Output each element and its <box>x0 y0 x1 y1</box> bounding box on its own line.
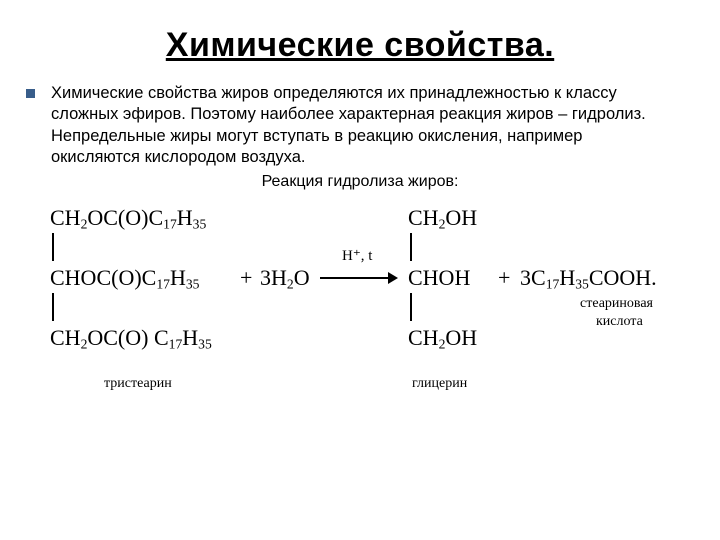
reaction-conditions: H⁺, t <box>342 249 372 264</box>
bullet-text: Химические свойства жиров определяются и… <box>51 83 670 169</box>
bullet-square-icon <box>26 89 35 98</box>
glycerin-line2: CHOH <box>408 267 470 289</box>
plus-sign: + <box>240 267 252 289</box>
plus-sign: + <box>498 267 510 289</box>
tristearin-line1: CH2OC(O)C17H35 <box>50 207 206 229</box>
stearic-acid-label-1: стеариновая <box>580 297 653 311</box>
tristearin-line2: CHOC(O)C17H35 <box>50 267 199 289</box>
bond-vertical <box>410 233 412 261</box>
bond-vertical <box>52 293 54 321</box>
stearic-acid-label-2: кислота <box>596 315 643 329</box>
chemical-equation: CH2OC(O)C17H35 CHOC(O)C17H35 CH2OC(O) C1… <box>50 201 690 461</box>
glycerin-line3: CH2OH <box>408 327 477 349</box>
slide-title: Химические свойства. <box>50 26 670 65</box>
glycerin-line1: CH2OH <box>408 207 477 229</box>
tristearin-label: тристеарин <box>104 377 172 391</box>
glycerin-label: глицерин <box>412 377 467 391</box>
bond-vertical <box>410 293 412 321</box>
bullet-item: Химические свойства жиров определяются и… <box>50 83 670 169</box>
tristearin-line3: CH2OC(O) C17H35 <box>50 327 212 349</box>
bond-vertical <box>52 233 54 261</box>
arrow-right-icon <box>320 269 398 287</box>
slide: Химические свойства. Химические свойства… <box>0 0 720 540</box>
reaction-subtitle: Реакция гидролиза жиров: <box>50 173 670 191</box>
stearic-acid: 3C17H35COOH. <box>520 267 657 289</box>
water: 3H2O <box>260 267 310 289</box>
